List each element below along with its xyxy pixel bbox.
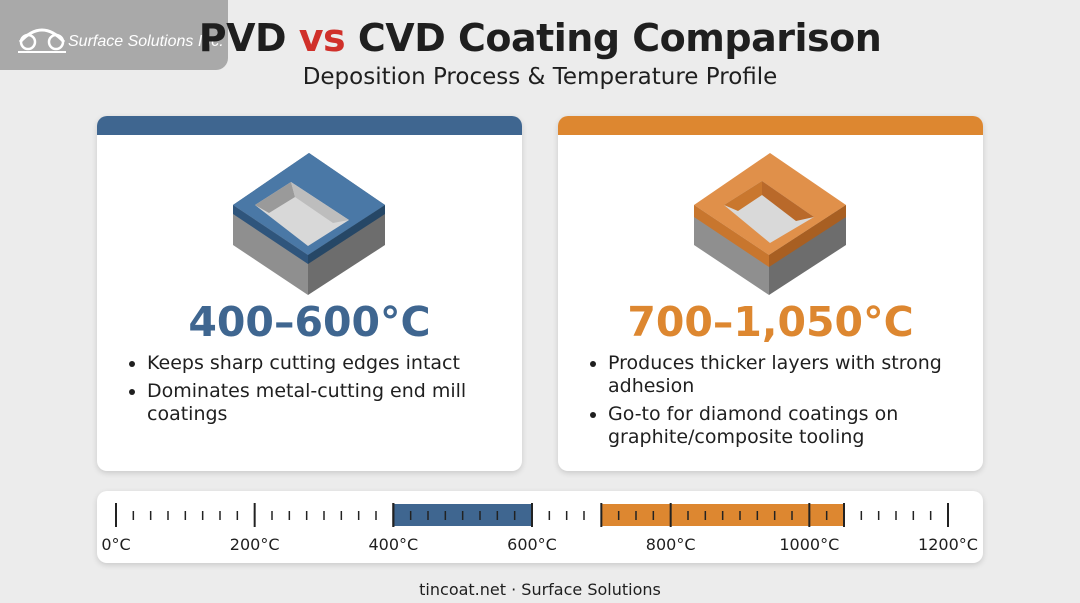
title-part: vs bbox=[298, 16, 346, 60]
card-bar bbox=[558, 116, 983, 135]
bullet: Go-to for diamond coatings on graphite/c… bbox=[608, 403, 953, 449]
illustration bbox=[694, 153, 846, 295]
bullet-list: Produces thicker layers with strong adhe… bbox=[590, 352, 953, 454]
bullet: Keeps sharp cutting edges intact bbox=[147, 352, 492, 375]
subtitle: Deposition Process & Temperature Profile bbox=[302, 64, 778, 90]
logo: Surface Solutions Inc. bbox=[0, 0, 228, 70]
scale-card bbox=[97, 491, 983, 563]
logo-text: Surface Solutions Inc. bbox=[68, 33, 224, 50]
logo-icon bbox=[18, 28, 66, 53]
card-bar bbox=[97, 116, 522, 135]
temperature: 400–600°C bbox=[188, 298, 431, 346]
bullet: Dominates metal-cutting end mill coating… bbox=[147, 380, 492, 426]
card: 700–1,050°C Produces thicker layers with … bbox=[558, 116, 983, 471]
bullet: Produces thicker layers with strong adhe… bbox=[608, 352, 953, 398]
title: PVD vs CVD Coating Comparison bbox=[0, 16, 1080, 60]
temperature: 700–1,050°C bbox=[627, 298, 914, 346]
bullet-list: Keeps sharp cutting edges intact Dominate… bbox=[129, 352, 492, 431]
card: 400–600°C Keeps sharp cutting edges intac… bbox=[97, 116, 522, 471]
title-part: PVD bbox=[198, 16, 287, 60]
footer: tincoat.net · Surface Solutions bbox=[419, 580, 661, 599]
illustration bbox=[233, 153, 385, 295]
title-part: CVD Coating Comparison bbox=[357, 16, 882, 60]
